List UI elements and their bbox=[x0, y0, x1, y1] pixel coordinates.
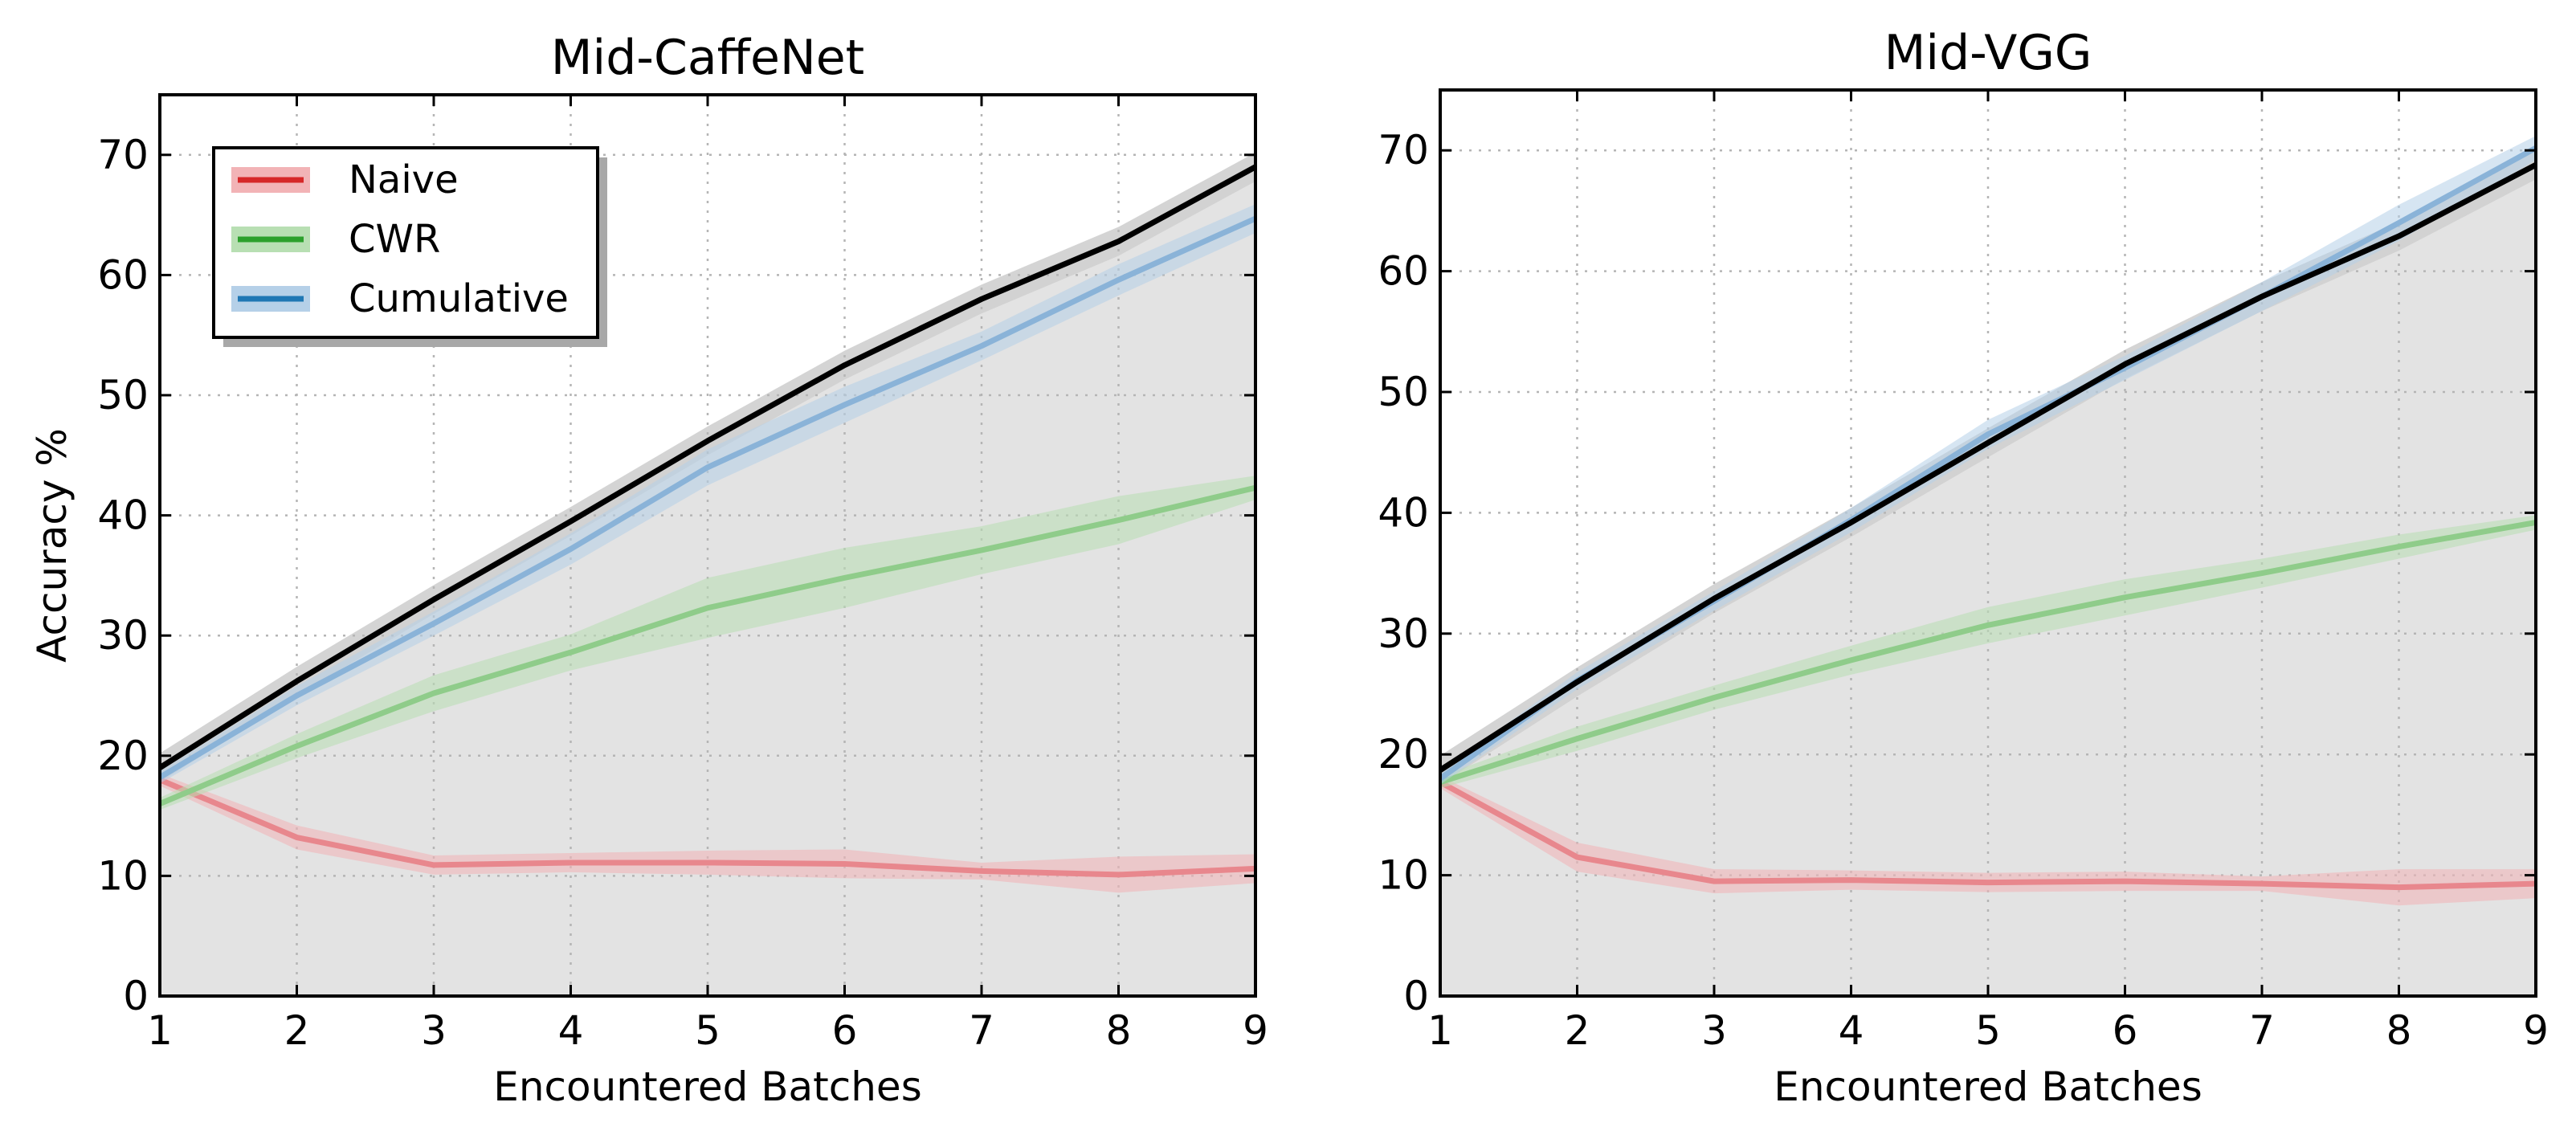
y-tick-label: 70 bbox=[1378, 127, 1429, 174]
upper-bound-line bbox=[1439, 162, 2537, 773]
x-tick-label: 4 bbox=[1839, 1007, 1864, 1054]
x-tick-label: 8 bbox=[2386, 1007, 2412, 1054]
y-tick-label: 10 bbox=[1378, 852, 1429, 899]
x-axis-label: Encountered Batches bbox=[1774, 1064, 2202, 1110]
y-axis-label: Accuracy % bbox=[29, 428, 76, 663]
upper-bound-line bbox=[158, 164, 1257, 770]
x-tick-label: 9 bbox=[2523, 1007, 2549, 1054]
y-tick-label: 50 bbox=[1378, 369, 1429, 415]
y-tick-label: 20 bbox=[97, 733, 149, 779]
series-line-naive bbox=[158, 777, 1256, 878]
series-band-naive bbox=[1440, 776, 2536, 906]
y-tick-label: 70 bbox=[97, 132, 149, 178]
series-line-cumulative bbox=[158, 215, 1257, 780]
y-tick-label: 30 bbox=[97, 612, 149, 659]
series-band-cwr bbox=[1440, 515, 2536, 789]
y-tick-label: 60 bbox=[1378, 248, 1429, 295]
y-tick-label: 40 bbox=[97, 492, 149, 539]
series-line-naive bbox=[1439, 779, 2537, 891]
y-tick-label: 60 bbox=[97, 251, 149, 298]
y-tick-label: 20 bbox=[1378, 731, 1429, 778]
x-tick-label: 6 bbox=[832, 1007, 858, 1054]
series-line-cwr bbox=[158, 484, 1256, 806]
panel-mid-vgg: 1 2 3 4 5 6 7 8 9 0 10 20 30 40 50 60 70 Mid-VGG Encounter… bbox=[1378, 25, 2549, 1110]
panel-mid-caffenet: 1 2 3 4 5 6 7 8 9 0 10 20 30 40 50 60 70 Mid-CaffeNet Enco… bbox=[29, 30, 1268, 1110]
x-tick-label: 1 bbox=[147, 1007, 173, 1054]
upper-bound-area bbox=[1440, 165, 2536, 996]
x-tick-label: 2 bbox=[1565, 1007, 1590, 1054]
x-tick-label: 5 bbox=[1975, 1007, 2001, 1054]
series-band-cwr bbox=[160, 476, 1255, 810]
y-tick-label: 40 bbox=[1378, 489, 1429, 536]
x-tick-label: 2 bbox=[284, 1007, 310, 1054]
x-axis-label: Encountered Batches bbox=[493, 1064, 922, 1110]
y-tick-label: 10 bbox=[97, 852, 149, 899]
x-tick-label: 7 bbox=[969, 1007, 994, 1054]
x-tick-label: 9 bbox=[1243, 1007, 1268, 1054]
y-tick-label: 0 bbox=[1403, 973, 1429, 1019]
x-tick-label: 5 bbox=[695, 1007, 721, 1054]
legend-label-naive: Naive bbox=[349, 157, 459, 202]
y-tick-label: 0 bbox=[123, 973, 149, 1019]
x-tick-label: 3 bbox=[1701, 1007, 1727, 1054]
y-tick-label: 30 bbox=[1378, 610, 1429, 657]
upper-bound-band bbox=[160, 152, 1255, 782]
legend-label-cumulative: Cumulative bbox=[349, 276, 569, 321]
x-tick-label: 7 bbox=[2249, 1007, 2275, 1054]
x-tick-label: 4 bbox=[558, 1007, 584, 1054]
x-tick-label: 6 bbox=[2113, 1007, 2138, 1054]
series-line-cwr bbox=[1439, 519, 2537, 786]
chart-title: Mid-VGG bbox=[1884, 25, 2092, 81]
chart-title: Mid-CaffeNet bbox=[551, 30, 864, 86]
x-tick-label: 8 bbox=[1106, 1007, 1132, 1054]
x-tick-label: 1 bbox=[1427, 1007, 1453, 1054]
y-tick-label: 50 bbox=[97, 372, 149, 418]
legend-label-cwr: CWR bbox=[349, 217, 440, 262]
x-tick-label: 3 bbox=[421, 1007, 447, 1054]
